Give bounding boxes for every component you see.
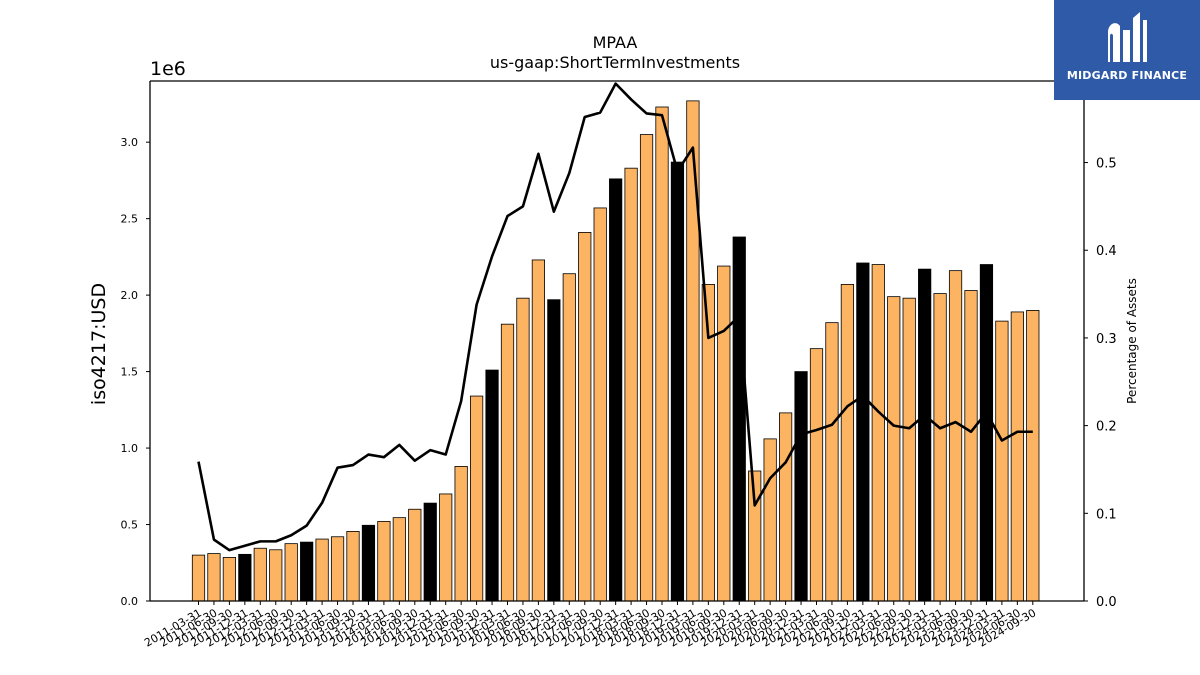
bar bbox=[888, 297, 900, 601]
y-tick-label: 0.0 bbox=[121, 595, 139, 608]
bar bbox=[548, 300, 560, 601]
bar bbox=[424, 503, 436, 601]
bar bbox=[826, 323, 838, 601]
y-tick-label: 0.5 bbox=[121, 519, 139, 532]
y-tick-label: 2.5 bbox=[121, 213, 139, 226]
bar bbox=[393, 518, 405, 601]
bar bbox=[656, 107, 668, 601]
bar bbox=[872, 265, 884, 601]
bar bbox=[609, 179, 621, 601]
bar bbox=[733, 237, 745, 601]
y2-tick-label: 0.2 bbox=[1096, 420, 1117, 435]
chart-subtitle: us-gaap:ShortTermInvestments bbox=[490, 53, 740, 72]
bar bbox=[223, 557, 235, 601]
bar bbox=[270, 550, 282, 601]
bar bbox=[239, 554, 251, 601]
bar bbox=[501, 324, 513, 601]
y2-tick-label: 0.4 bbox=[1096, 244, 1117, 259]
bar bbox=[795, 372, 807, 601]
bar bbox=[517, 298, 529, 601]
bar bbox=[980, 265, 992, 601]
bar bbox=[918, 269, 930, 601]
bar bbox=[254, 548, 266, 601]
bar bbox=[440, 494, 452, 601]
bar bbox=[1027, 310, 1039, 601]
chart-canvas: MPAA us-gaap:ShortTermInvestments 1e6 is… bbox=[0, 0, 1200, 675]
y2-axis-label: Percentage of Assets bbox=[1125, 278, 1139, 404]
bar bbox=[362, 525, 374, 601]
bar bbox=[764, 439, 776, 601]
bar bbox=[208, 554, 220, 601]
y-axis-label: iso4217:USD bbox=[88, 283, 110, 405]
brand-logo: MIDGARD FINANCE bbox=[1054, 0, 1200, 100]
bar bbox=[347, 531, 359, 601]
y2-tick-label: 0.5 bbox=[1096, 157, 1117, 172]
bar bbox=[594, 208, 606, 601]
bar bbox=[285, 544, 297, 601]
bar bbox=[378, 521, 390, 601]
bar bbox=[192, 555, 204, 601]
bar bbox=[934, 294, 946, 601]
bar bbox=[579, 232, 591, 601]
y-tick-label: 2.0 bbox=[121, 289, 139, 302]
bar bbox=[857, 263, 869, 601]
bar bbox=[563, 274, 575, 601]
y2-tick-label: 0.1 bbox=[1096, 507, 1117, 522]
y-tick-label: 1.0 bbox=[121, 442, 139, 455]
bar bbox=[718, 266, 730, 601]
bar bbox=[996, 321, 1008, 601]
y2-tick-label: 0.0 bbox=[1096, 595, 1117, 610]
bar bbox=[316, 539, 328, 601]
bar bbox=[470, 396, 482, 601]
bar bbox=[486, 370, 498, 601]
y-offset-label: 1e6 bbox=[150, 58, 186, 80]
bar bbox=[625, 168, 637, 601]
bar bbox=[1011, 312, 1023, 601]
bar bbox=[455, 466, 467, 601]
logo-text: MIDGARD FINANCE bbox=[1054, 69, 1200, 82]
midgard-logo-icon bbox=[1104, 10, 1150, 68]
bar bbox=[810, 349, 822, 601]
bar bbox=[640, 135, 652, 601]
bars-group bbox=[192, 101, 1039, 601]
bar bbox=[903, 298, 915, 601]
bar bbox=[300, 542, 312, 601]
bar bbox=[687, 101, 699, 601]
bar bbox=[409, 509, 421, 601]
y-tick-label: 3.0 bbox=[121, 136, 139, 149]
y2-tick-label: 0.3 bbox=[1096, 332, 1117, 347]
bar bbox=[779, 413, 791, 601]
bar bbox=[671, 162, 683, 601]
bar bbox=[331, 537, 343, 601]
bar bbox=[965, 291, 977, 601]
chart-title: MPAA bbox=[593, 33, 638, 52]
bar bbox=[532, 260, 544, 601]
bar bbox=[841, 284, 853, 601]
bar bbox=[949, 271, 961, 601]
y-tick-label: 1.5 bbox=[121, 366, 139, 379]
